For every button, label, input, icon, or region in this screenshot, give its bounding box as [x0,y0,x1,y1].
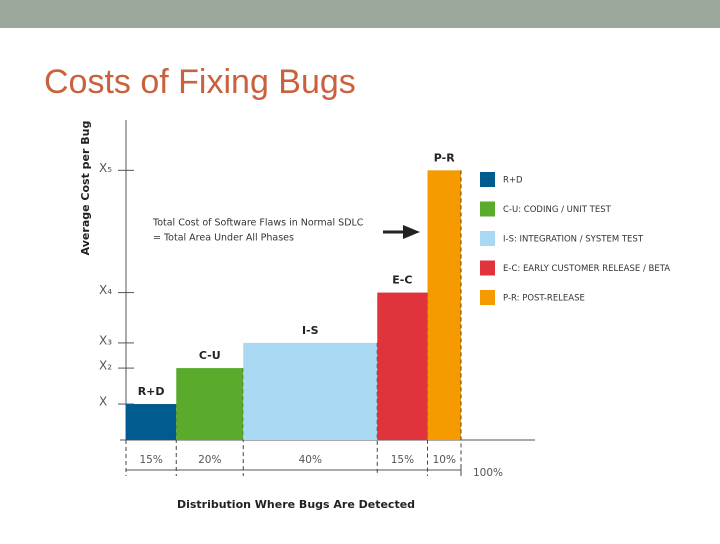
legend-swatch [480,201,495,217]
top-band [0,0,720,28]
y-tick-label: X₄ [99,283,112,297]
bar [176,368,244,440]
x-axis-label: Distribution Where Bugs Are Detected [177,498,415,511]
bar [243,342,378,440]
width-label: 20% [198,454,221,466]
category-label: C-U [199,349,221,362]
arrow [383,225,420,239]
annotation: Total Cost of Software Flaws in Normal S… [152,218,364,229]
bar [377,292,428,440]
legend-swatch [480,260,495,276]
bar [427,170,461,440]
legend-label: R+D [503,176,523,186]
category-label: E-C [392,274,412,287]
bar [126,404,177,440]
legend-swatch [480,172,495,187]
category-label: P-R [434,151,455,164]
width-label: 10% [433,454,456,466]
legend-label: E-C: EARLY CUSTOMER RELEASE / BETA [503,264,670,274]
y-tick-label: X [99,395,107,409]
y-tick-label: X₂ [99,359,112,373]
y-tick-label: X₅ [99,161,112,175]
legend-label: P-R: POST-RELEASE [503,294,585,304]
annotation: = Total Area Under All Phases [153,233,294,244]
width-label: 15% [391,454,414,466]
x-tick-label: 100% [473,467,503,479]
legend-swatch [480,290,495,305]
category-label: I-S [302,324,319,337]
slide-title: Costs of Fixing Bugs [44,63,356,101]
legend-swatch [480,231,495,246]
width-label: 40% [299,454,322,466]
y-axis-label: Average Cost per Bug [79,121,92,256]
y-tick-label: X₃ [99,333,112,347]
legend-label: C-U: CODING / UNIT TEST [503,205,612,215]
category-label: R+D [138,385,165,398]
legend-label: I-S: INTEGRATION / SYSTEM TEST [503,235,644,245]
width-label: 15% [139,454,162,466]
